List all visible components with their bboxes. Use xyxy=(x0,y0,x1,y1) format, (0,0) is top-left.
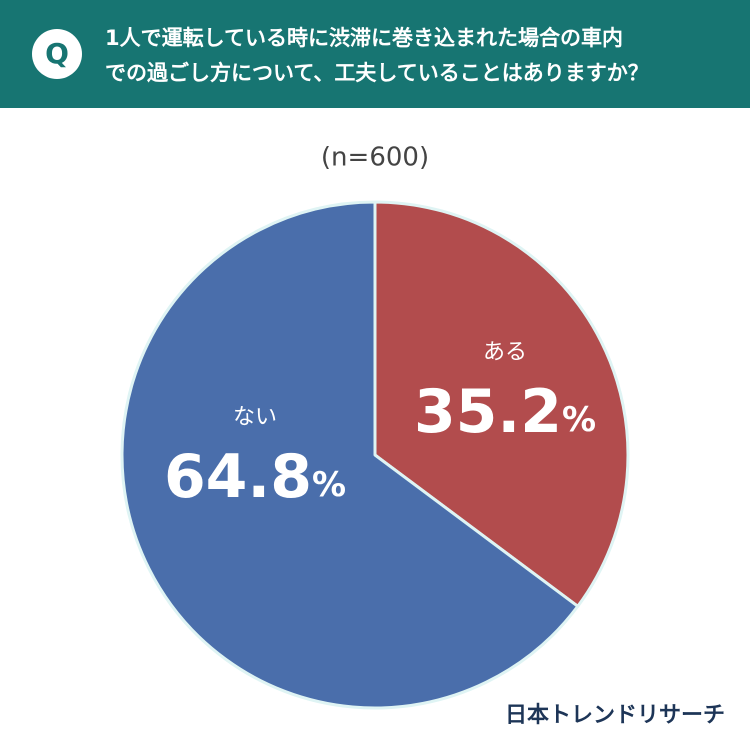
slice-category-label: ない xyxy=(233,405,277,430)
source-logo: 日本トレンドリサーチ xyxy=(505,703,725,728)
question-line: での過ごし方について、工夫していることはありますか？ xyxy=(105,61,649,85)
q-badge-text: Q xyxy=(45,37,69,70)
question-line: 1人で運転している時に渋滞に巻き込まれた場合の車内 xyxy=(105,26,623,50)
header-bar xyxy=(0,0,750,108)
q-badge xyxy=(32,29,82,79)
slice-category-label: ある xyxy=(483,340,527,365)
slice-value-label: 35.2% xyxy=(414,377,596,447)
pie-slice xyxy=(120,200,580,710)
pie-slice xyxy=(373,200,630,608)
pie xyxy=(120,200,630,710)
slice-value-label: 64.8% xyxy=(164,442,346,512)
subtitle: (n=600) xyxy=(321,143,429,173)
